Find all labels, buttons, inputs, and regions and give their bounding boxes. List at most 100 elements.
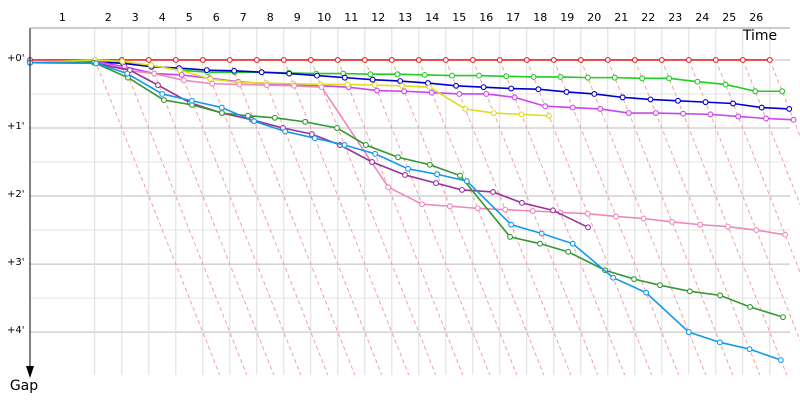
data-point [311, 135, 318, 142]
data-point [625, 110, 632, 116]
data-point [119, 58, 126, 65]
data-point [722, 81, 729, 88]
data-point [236, 81, 243, 88]
data-point [518, 111, 525, 118]
data-point [730, 100, 737, 107]
data-point [538, 230, 545, 237]
data-point [286, 70, 293, 77]
data-point [291, 82, 298, 89]
data-point [395, 154, 401, 161]
lap-diagonal [688, 59, 800, 342]
data-point [604, 56, 611, 63]
data-point [180, 77, 187, 84]
lap-diagonal [418, 59, 545, 376]
data-point [680, 110, 687, 117]
lap-label: 9 [294, 11, 301, 24]
lap-diagonal [148, 59, 275, 376]
lap-label: 12 [371, 11, 385, 24]
lap-label: 16 [479, 11, 493, 24]
data-point [686, 288, 693, 295]
lap-label: 23 [668, 11, 682, 24]
grid [30, 28, 790, 375]
data-point [656, 282, 663, 289]
data-point [271, 114, 278, 121]
data-point [199, 56, 206, 63]
data-point [453, 82, 460, 89]
data-point [426, 84, 433, 91]
data-point [611, 74, 618, 81]
data-point [529, 208, 536, 214]
data-point [766, 56, 773, 63]
lap-label: 6 [213, 11, 220, 24]
data-point [612, 213, 619, 220]
data-point [597, 105, 604, 112]
data-point [639, 75, 646, 82]
data-point [786, 105, 793, 112]
lap-diagonal [445, 59, 572, 376]
data-point [716, 339, 723, 346]
data-point [503, 73, 510, 80]
data-point [334, 125, 340, 131]
data-point [782, 231, 789, 238]
data-point [550, 56, 557, 63]
lap-label: 19 [560, 11, 574, 24]
lap-diagonal [121, 59, 248, 376]
data-point [462, 105, 469, 112]
data-point [758, 104, 765, 111]
data-point [694, 78, 701, 85]
data-point [307, 56, 314, 63]
lap-label: 8 [267, 11, 274, 24]
data-point [362, 142, 369, 148]
data-point [159, 91, 166, 97]
data-point [314, 72, 320, 79]
data-point [405, 165, 411, 172]
data-point [508, 221, 515, 228]
data-point [318, 84, 325, 91]
data-point [724, 223, 731, 230]
data-point [735, 113, 742, 120]
data-point [402, 171, 408, 178]
lap-diagonal [391, 59, 518, 376]
data-point [302, 118, 309, 125]
lap-label: 2 [105, 11, 112, 24]
data-point [777, 357, 784, 363]
data-point [584, 210, 591, 217]
data-point [476, 72, 482, 79]
data-point [746, 346, 753, 353]
lap-diagonal [256, 59, 383, 376]
data-point [537, 240, 543, 247]
data-point [344, 81, 351, 88]
lap-diagonal [175, 59, 302, 376]
data-point [557, 74, 564, 80]
data-point [511, 94, 518, 101]
data-point [658, 56, 665, 63]
data-point [459, 186, 465, 193]
series-line [30, 61, 589, 229]
data-point [209, 80, 216, 87]
data-point [145, 56, 152, 63]
data-point [218, 104, 225, 111]
data-point [550, 207, 556, 214]
lap-diagonal [364, 59, 491, 376]
data-point [790, 116, 797, 123]
lap-label: 21 [614, 11, 628, 24]
data-point [160, 97, 167, 104]
lap-diagonal [526, 59, 653, 376]
data-point [457, 172, 464, 179]
lap-diagonal [715, 59, 800, 274]
data-point [523, 56, 530, 63]
series-lines [27, 56, 797, 363]
data-point [421, 71, 428, 78]
series-line [29, 61, 786, 236]
data-point [388, 56, 395, 63]
lap-label: 3 [132, 11, 139, 24]
data-point [619, 94, 626, 101]
data-point [591, 91, 598, 97]
data-point [308, 131, 315, 138]
data-point [469, 56, 476, 63]
data-point [610, 274, 617, 281]
data-point [456, 91, 463, 97]
lap-label: 5 [186, 11, 193, 24]
data-point [780, 314, 786, 321]
